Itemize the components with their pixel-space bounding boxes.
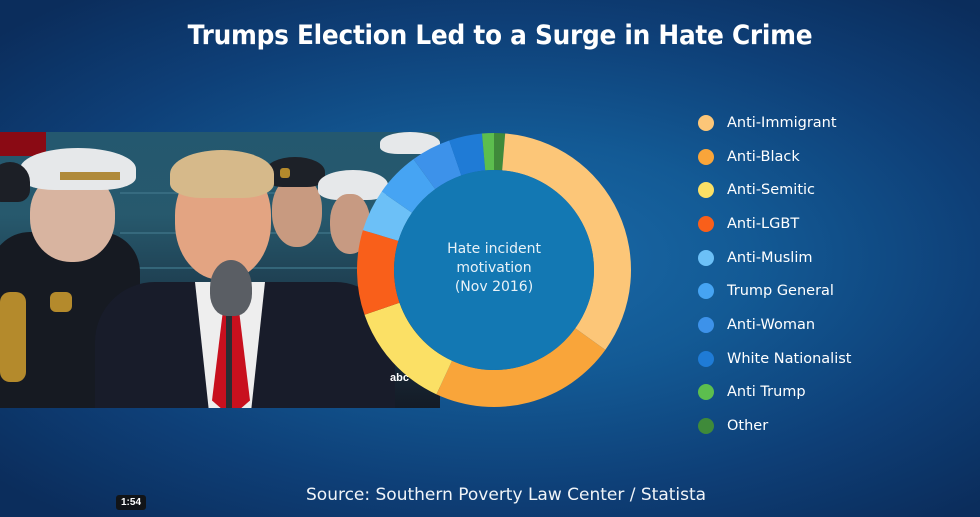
donut-slice-anti-black bbox=[436, 328, 606, 407]
legend-label: Anti-Woman bbox=[727, 316, 816, 333]
donut-chart: Hate incident motivation (Nov 2016) bbox=[354, 130, 634, 410]
legend-label: Anti Trump bbox=[727, 384, 806, 401]
donut-slice-trump-general bbox=[381, 159, 436, 213]
legend-label: Anti-Immigrant bbox=[727, 114, 837, 131]
speaker-hair bbox=[170, 150, 274, 198]
legend-item-white-nationalist: White Nationalist bbox=[698, 342, 851, 376]
center-label-line-1: Hate incident bbox=[447, 241, 541, 257]
video-timestamp-badge: 1:54 bbox=[116, 495, 147, 510]
legend-dot-icon bbox=[698, 316, 714, 333]
center-label-line-2: motivation bbox=[456, 260, 532, 276]
legend-dot-icon bbox=[698, 418, 714, 435]
legend-item-anti-muslim: Anti-Muslim bbox=[698, 241, 851, 275]
marine-cap bbox=[20, 148, 136, 190]
legend-dot-icon bbox=[698, 384, 714, 401]
navy-cap-top bbox=[380, 132, 440, 154]
legend-label: Other bbox=[727, 418, 769, 435]
source-caption: Source: Southern Poverty Law Center / St… bbox=[306, 485, 707, 505]
legend-dot-icon bbox=[698, 283, 714, 300]
left-guard-cap bbox=[0, 162, 30, 202]
legend-item-anti-lgbt: Anti-LGBT bbox=[698, 207, 851, 241]
microphone bbox=[210, 260, 252, 316]
donut-slice-other bbox=[494, 133, 506, 171]
center-label-line-3: (Nov 2016) bbox=[454, 279, 534, 295]
donut-center-label: Hate incident motivation (Nov 2016) bbox=[354, 240, 634, 297]
donut-hole bbox=[394, 170, 594, 370]
background-stair bbox=[120, 267, 440, 269]
red-corner-tag bbox=[0, 132, 46, 156]
network-watermark: abc bbox=[390, 372, 409, 384]
gold-aiguillette bbox=[0, 292, 26, 382]
donut-slice-anti-lgbt bbox=[357, 230, 400, 315]
chart-legend: Anti-Immigrant Anti-Black Anti-Semitic A… bbox=[698, 106, 851, 443]
legend-item-other: Other bbox=[698, 409, 851, 443]
legend-dot-icon bbox=[698, 249, 714, 266]
legend-label: White Nationalist bbox=[727, 350, 852, 367]
legend-dot-icon bbox=[698, 350, 714, 367]
donut-slice-anti-woman bbox=[413, 140, 462, 190]
gold-insignia bbox=[50, 292, 72, 312]
microphone-stand bbox=[226, 302, 232, 408]
slide-title: Trumps Election Led to a Surge in Hate C… bbox=[187, 20, 813, 51]
legend-dot-icon bbox=[698, 114, 714, 131]
donut-slice-anti-trump bbox=[481, 133, 494, 171]
donut-slice-anti-muslim bbox=[362, 191, 413, 241]
legend-dot-icon bbox=[698, 215, 714, 232]
legend-dot-icon bbox=[698, 182, 714, 199]
legend-label: Anti-LGBT bbox=[727, 215, 800, 232]
legend-item-anti-black: Anti-Black bbox=[698, 140, 851, 174]
soldier-cap bbox=[265, 157, 325, 187]
donut-slice-anti-semitic bbox=[364, 302, 452, 395]
legend-item-trump-general: Trump General bbox=[698, 274, 851, 308]
donut-chart-svg bbox=[357, 133, 631, 407]
legend-dot-icon bbox=[698, 148, 714, 165]
legend-label: Anti-Muslim bbox=[727, 249, 813, 266]
donut-slice-anti-immigrant bbox=[502, 133, 631, 350]
legend-item-anti-semitic: Anti-Semitic bbox=[698, 173, 851, 207]
cap-badge bbox=[280, 168, 290, 178]
cap-band bbox=[60, 172, 120, 180]
legend-label: Trump General bbox=[727, 283, 834, 300]
legend-label: Anti-Semitic bbox=[727, 182, 816, 199]
legend-item-anti-woman: Anti-Woman bbox=[698, 308, 851, 342]
donut-slice-white-nationalist bbox=[449, 133, 486, 176]
legend-label: Anti-Black bbox=[727, 148, 800, 165]
soldier-face bbox=[272, 177, 322, 247]
legend-item-anti-trump: Anti Trump bbox=[698, 376, 851, 410]
legend-item-anti-immigrant: Anti-Immigrant bbox=[698, 106, 851, 140]
